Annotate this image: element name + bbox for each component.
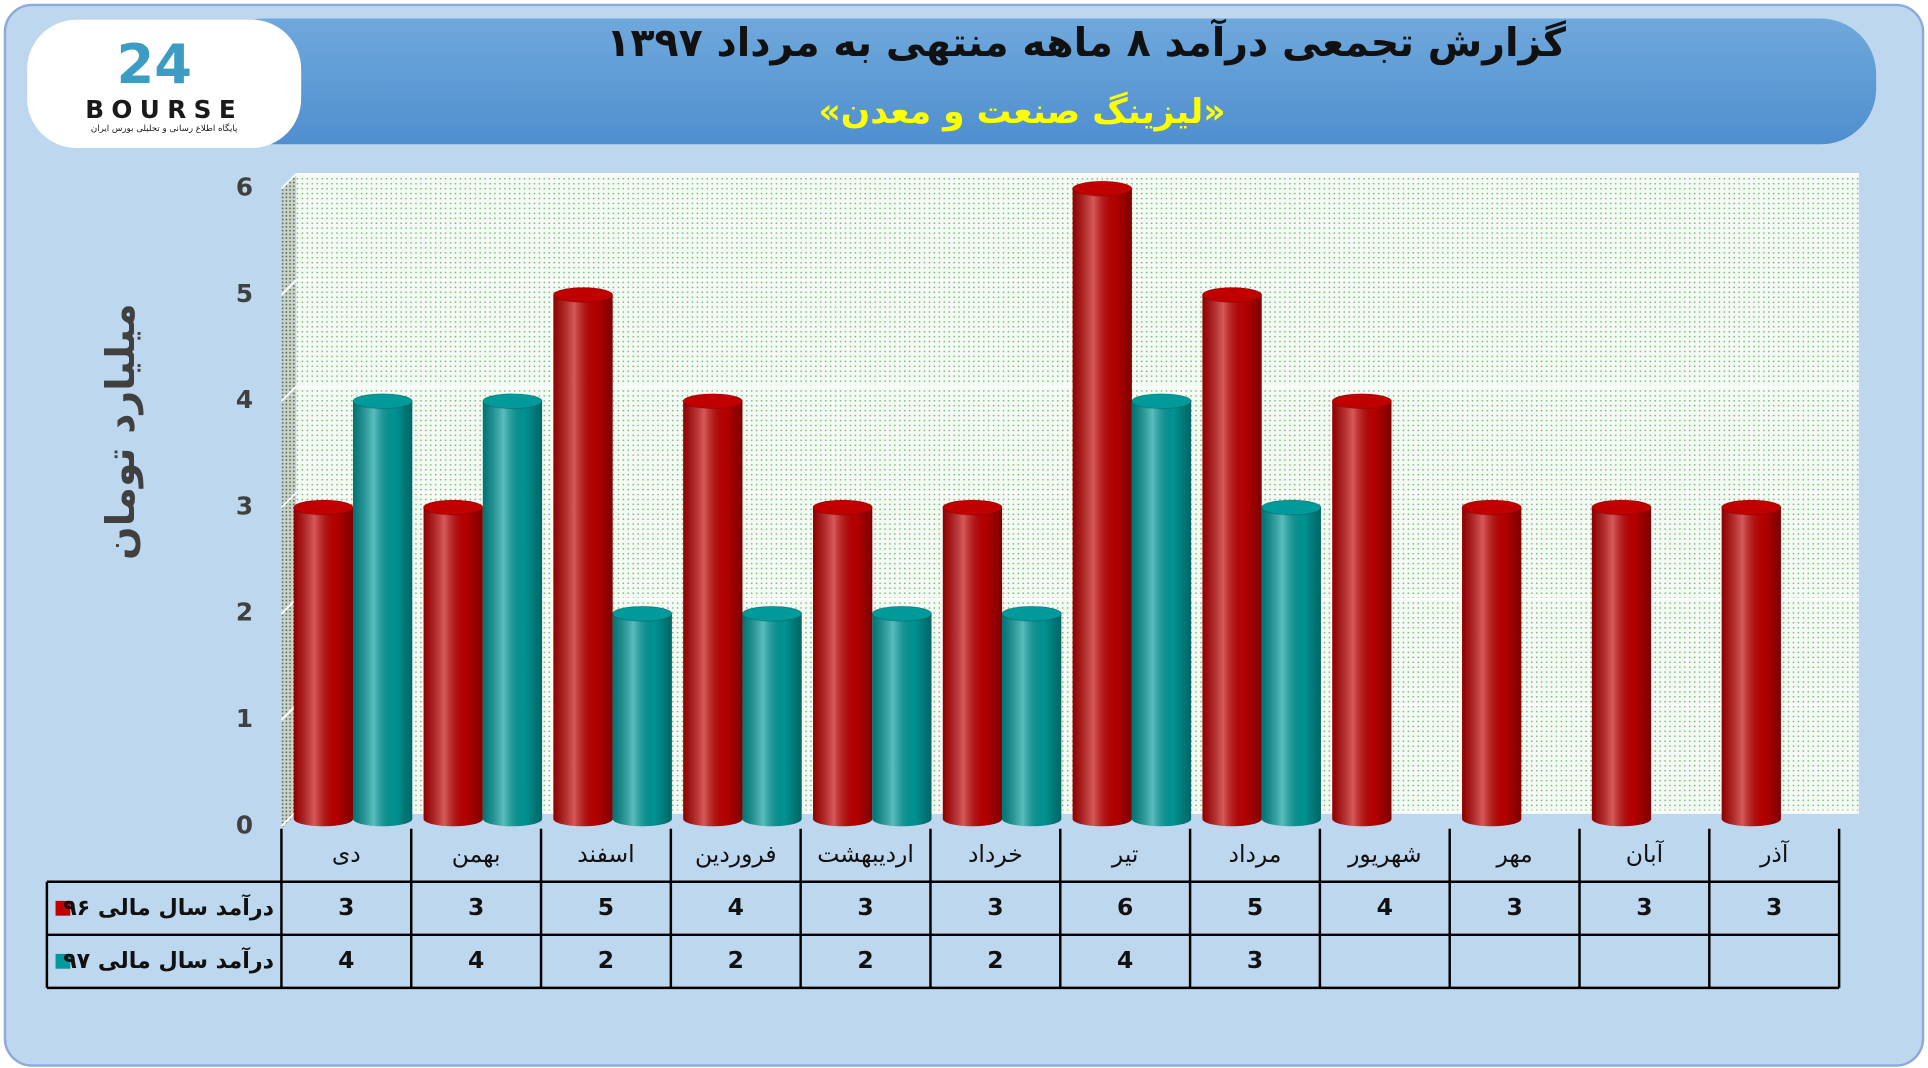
bar-cap bbox=[1721, 499, 1782, 516]
x-tick-label: اسفند bbox=[577, 840, 634, 868]
x-tick-label: مرداد bbox=[1229, 840, 1282, 868]
legend-swatch bbox=[55, 953, 71, 969]
table-value: 5 bbox=[598, 893, 614, 921]
x-tick-label: تیر bbox=[1111, 840, 1139, 868]
x-tick-label: آبان bbox=[1626, 840, 1665, 868]
table-value: 3 bbox=[1506, 893, 1522, 921]
bar-shine bbox=[1332, 393, 1392, 827]
bar-cap bbox=[482, 393, 543, 410]
bar-cap bbox=[352, 393, 413, 410]
y-tick-label: 2 bbox=[236, 598, 253, 627]
table-value: 2 bbox=[598, 946, 614, 974]
bar-cap bbox=[1131, 393, 1192, 410]
bar-shine bbox=[353, 393, 413, 827]
logo-tagline: پایگاه اطلاع رسانی و تحلیلی بورس ایران bbox=[91, 123, 238, 134]
table-value: 5 bbox=[1247, 893, 1263, 921]
bar-cap bbox=[741, 605, 803, 622]
y-tick bbox=[280, 279, 297, 296]
bar-cap bbox=[422, 499, 484, 516]
bar-shine bbox=[293, 500, 354, 827]
bar-shine bbox=[872, 606, 932, 827]
bar-shine bbox=[1072, 181, 1132, 827]
chart-title: گزارش تجمعی درآمد ۸ ماهه منتهی به مرداد … bbox=[606, 18, 1566, 66]
x-tick-label: اردیبهشت bbox=[817, 840, 914, 868]
bar-cap bbox=[1072, 180, 1133, 197]
bar-shine bbox=[1462, 500, 1522, 827]
table-value: 2 bbox=[857, 946, 873, 974]
bar-cap bbox=[293, 499, 354, 516]
bar-shine bbox=[742, 606, 802, 827]
table-value: 3 bbox=[468, 893, 484, 921]
y-tick bbox=[280, 385, 297, 402]
logo-number: 24 bbox=[117, 33, 193, 96]
bar-shine bbox=[1261, 500, 1321, 827]
table-value: 4 bbox=[338, 946, 354, 974]
x-tick-label: بهمن bbox=[452, 840, 501, 868]
table-value: 4 bbox=[468, 946, 484, 974]
y-tick bbox=[280, 492, 297, 509]
bar-shine bbox=[553, 287, 613, 827]
x-tick-label: خرداد bbox=[968, 840, 1023, 868]
table-value: 3 bbox=[1636, 893, 1652, 921]
chart-subtitle: «لیزینگ صنعت و معدن» bbox=[818, 91, 1225, 132]
bar-cap bbox=[812, 499, 873, 516]
bar-cap bbox=[612, 605, 673, 622]
table-value: 3 bbox=[338, 893, 354, 921]
bar-cap bbox=[1001, 605, 1062, 622]
bar-shine bbox=[1591, 500, 1652, 827]
y-axis-label: میلیارد تومان bbox=[98, 303, 144, 560]
table-value: 3 bbox=[1247, 946, 1263, 974]
table-value: 4 bbox=[728, 893, 744, 921]
x-tick-label: فروردین bbox=[695, 840, 777, 868]
bar-cap bbox=[682, 393, 744, 410]
y-tick bbox=[280, 173, 297, 190]
table-value: 3 bbox=[857, 893, 873, 921]
bar-cap bbox=[552, 286, 614, 303]
table-value: 6 bbox=[1117, 893, 1133, 921]
bar-shine bbox=[1202, 287, 1262, 827]
bar-shine bbox=[1721, 500, 1781, 827]
bar-cap bbox=[871, 605, 933, 622]
bar-shine bbox=[1002, 606, 1062, 827]
bar-cap bbox=[1261, 499, 1322, 516]
bar-shine bbox=[683, 393, 743, 827]
legend-swatch bbox=[55, 900, 71, 916]
bar-shine bbox=[942, 500, 1003, 827]
legend-label: درآمد سال مالی ۹۷ bbox=[63, 946, 274, 974]
bar-cap bbox=[1201, 286, 1263, 303]
legend-label: درآمد سال مالی ۹۶ bbox=[63, 893, 274, 921]
bar-shine bbox=[482, 393, 543, 827]
table-value: 4 bbox=[1117, 946, 1133, 974]
bar-shine bbox=[1131, 393, 1192, 827]
bar-cap bbox=[942, 499, 1003, 516]
x-tick-label: شهریور bbox=[1347, 840, 1421, 868]
table-value: 2 bbox=[987, 946, 1003, 974]
x-tick-label: آذر bbox=[1759, 840, 1790, 868]
logo-name: BOURSE bbox=[85, 95, 243, 124]
table-value: 3 bbox=[987, 893, 1003, 921]
y-tick-label: 0 bbox=[236, 810, 253, 839]
y-tick-label: 6 bbox=[236, 173, 253, 202]
table-value: 3 bbox=[1766, 893, 1782, 921]
table-value: 4 bbox=[1377, 893, 1393, 921]
y-tick-label: 3 bbox=[236, 491, 253, 520]
y-tick-label: 1 bbox=[236, 704, 253, 733]
bar-shine bbox=[813, 500, 873, 827]
bar-cap bbox=[1461, 499, 1522, 516]
bar-cap bbox=[1591, 499, 1652, 516]
bar-shine bbox=[423, 500, 483, 827]
x-tick-label: مهر bbox=[1495, 840, 1532, 868]
table-value: 2 bbox=[728, 946, 744, 974]
x-tick-label: دی bbox=[332, 840, 361, 868]
title-banner bbox=[209, 18, 1877, 145]
y-tick-label: 5 bbox=[236, 279, 253, 308]
logo-box bbox=[27, 19, 302, 148]
bar-cap bbox=[1331, 393, 1393, 410]
bar-shine bbox=[612, 606, 672, 827]
y-tick-label: 4 bbox=[236, 385, 253, 414]
